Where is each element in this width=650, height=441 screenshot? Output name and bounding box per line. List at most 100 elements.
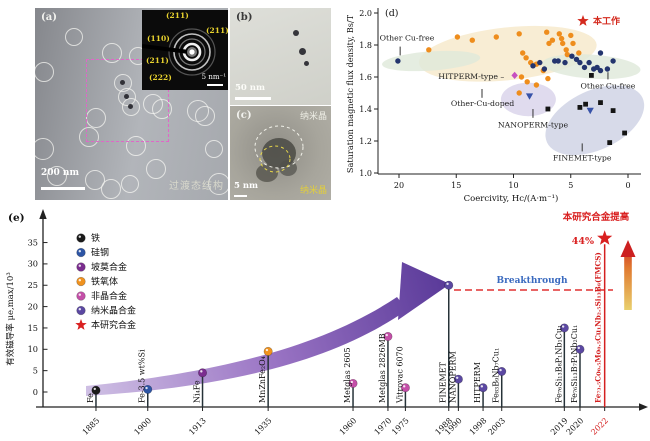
data-point-FINEMET-type [598,100,603,105]
data-point-Other-Cu-doped [523,55,529,61]
data-point-NANOPERM-type [525,93,534,100]
milestone-label: HITPERM [473,362,482,403]
improvement-arrow-shaft [624,256,632,310]
y-tick-label: 10 [28,344,38,354]
region-annotation: HITPERM-type – [438,72,504,81]
legend-label: 硅钢 [91,247,109,259]
dark-particle [119,79,125,85]
milestone-year: 2003 [486,416,507,437]
y-tick-label: 1.0 [359,169,372,178]
ring-label-211-top: (211) [166,11,189,20]
diffraction-rings [141,28,216,76]
panel-b-label: (b) [236,12,253,23]
dark-particle [298,47,306,55]
y-tick-label: 0 [33,387,38,397]
milestone-ball [444,280,454,290]
nanocrystal-circle [208,173,228,195]
milestone-year: 1935 [253,416,274,437]
data-point-FINEMET-type [583,101,588,107]
data-point-Other-Cu-doped [493,34,499,40]
data-point-Other-Cu-doped [545,75,551,82]
y-tick-label: 35 [28,237,38,247]
nanocrystal-annotation-bottom: 纳米晶 [299,186,327,196]
ring-label-211-right: (211) [206,26,228,35]
improvement-percent: 44% [572,236,594,247]
data-point-Other-Cu-doped [568,32,574,39]
this-work-star-icon [577,15,589,26]
legend-marker-highlight [78,279,82,282]
data-point-Other Cu-free [569,53,575,59]
legend-marker-highlight [78,264,82,267]
legend-marker [76,291,86,301]
milestone-label: Fe-3.5 wt%Si [138,349,147,403]
milestone-label: Fe₇₆Si₁₃B₈P₁Nb₁Cu₁ [554,325,563,403]
nanocrystal-annotation-top: 纳米晶 [299,112,327,122]
nanocrystal-circle [102,43,122,63]
milestone-label: Vitrovac 6070 [395,346,404,404]
data-point-Other-Cu-doped [516,90,522,96]
data-point-Other-Cu-doped [558,35,565,42]
panel-c-scalebar [234,194,247,197]
legend-label: 本研究合金 [91,319,136,331]
legend-marker-highlight [78,308,82,311]
legend-marker [76,276,86,287]
ball-highlight [499,368,502,372]
beam-stop [141,44,190,54]
data-point-Other Cu-free [597,67,604,74]
ring-label-110: (110) [147,34,170,43]
data-point-Other-Cu-doped [564,51,570,58]
improvement-arrow-head [620,240,636,257]
data-point-Other-Cu-doped [544,29,550,35]
milestone-year: 2020 [565,416,586,437]
data-point-Other-Cu-doped [469,37,475,43]
data-point-Other Cu-free [581,64,588,71]
region-annotation: Other-Cu-doped [451,99,514,108]
region-blob [382,50,481,72]
milestone-year: 1913 [187,416,208,437]
nanocrystal-circle [101,179,121,199]
panel-d-label: (d) [385,8,399,19]
milestone-year: 1885 [81,416,102,437]
nanocrystal-circle [122,98,140,116]
y-tick-label: 30 [28,259,38,269]
data-point-Other Cu-free [395,58,401,64]
x-axis-title: Coercivity, Hc/(A·m⁻¹) [464,193,559,204]
data-point-FINEMET-type [577,105,583,110]
data-point-Other-Cu-doped [556,31,562,37]
data-point-NANOPERM-type [586,107,594,115]
legend-marker-highlight [78,250,82,253]
region-blob [542,54,641,80]
data-point-Other Cu-free [573,56,580,63]
legend-marker-highlight [78,235,82,238]
legend-marker-highlight [78,293,82,296]
circle [168,28,216,76]
trend-arrow-head [398,262,450,320]
data-point-FINEMET-type [622,130,627,136]
data-point-Other-Cu-doped [560,40,566,47]
nanocrystal-circle [152,99,172,119]
ball-highlight [403,385,406,388]
y-tick-label: 5 [33,365,38,375]
data-point-Other-Cu-doped [518,74,525,80]
inset-scalebar [207,84,223,86]
y-tick-label: 25 [28,280,38,290]
panel-a-label: (a) [41,12,57,23]
ball-highlight [577,346,580,350]
region-annotation: NANOPERM-type [498,121,569,130]
milestone-star-icon [597,230,613,245]
nanocrystal-outline [259,145,291,173]
milestone-year: 1998 [468,416,489,437]
panel-b-tem-image: (b) 50 nm [230,8,331,105]
ball-highlight [265,348,269,352]
legend-label: 非晶合金 [91,290,127,302]
legend-label: 铁 [91,232,100,244]
nanocrystal-circle [65,28,83,46]
ellipse [256,164,278,182]
x-tick-label: 0 [625,181,630,190]
y-axis-arrow [39,209,47,219]
data-point-Other Cu-free [541,66,548,72]
breakthrough-label: Breakthrough [497,276,568,286]
data-point-FINEMET-type [545,106,551,112]
data-point-HITPERM-type [511,71,518,79]
